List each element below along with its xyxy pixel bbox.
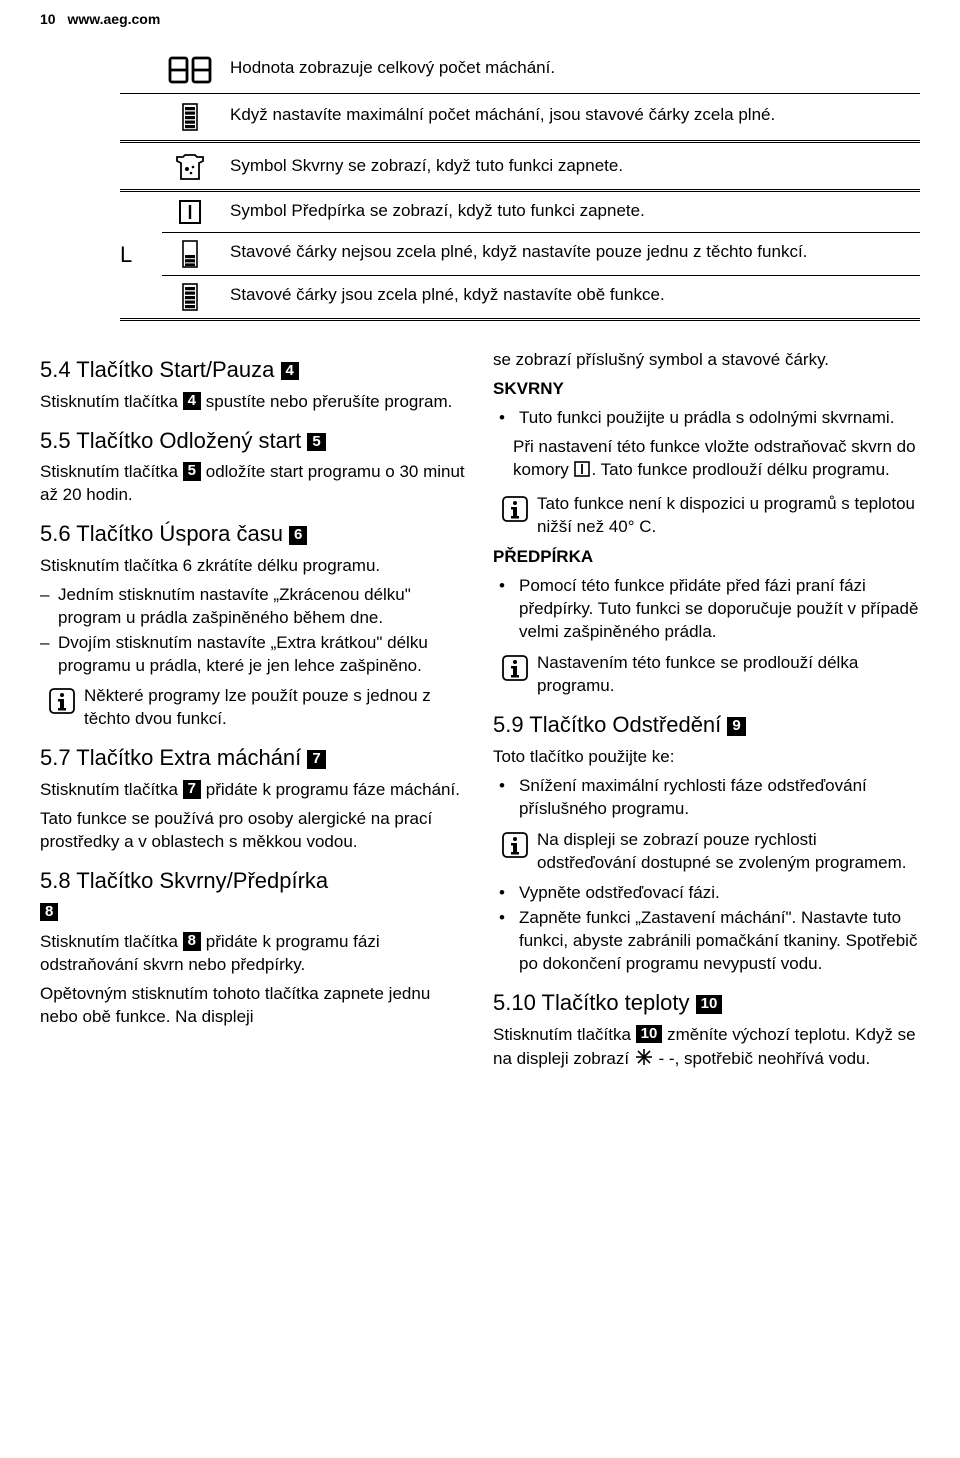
heading-5-5: 5.5 Tlačítko Odložený start 5	[40, 426, 467, 456]
button-number-box: 5	[307, 433, 325, 452]
body-text: Toto tlačítko použijte ke:	[493, 746, 920, 769]
heading-5-9: 5.9 Tlačítko Odstředění 9	[493, 710, 920, 740]
bullet-list: Pomocí této funkce přidáte před fázi pra…	[493, 575, 920, 644]
dash-list: Jedním stisknutím nastavíte „Zkrácenou d…	[40, 584, 467, 678]
list-item: Tuto funkci použijte u prádla s odolnými…	[493, 407, 920, 430]
body-text: Stisknutím tlačítka 6 zkrátíte délku pro…	[40, 555, 467, 578]
info-icon	[493, 652, 537, 698]
button-number-box: 6	[289, 526, 307, 545]
table-row: Když nastavíte maximální počet máchání, …	[120, 93, 920, 140]
info-icon	[493, 829, 537, 875]
bullet-list: Tuto funkci použijte u prádla s odolnými…	[493, 407, 920, 430]
body-text: Stisknutím tlačítka 8 přidáte k programu…	[40, 931, 467, 977]
info-note: Tato funkce není k dispozici u programů …	[493, 493, 920, 539]
subheading-skvrny: SKVRNY	[493, 378, 920, 401]
body-text: Při nastavení této funkce vložte odstraň…	[493, 436, 920, 485]
info-note: Nastavením této funkce se prodlouží délk…	[493, 652, 920, 698]
heading-5-4: 5.4 Tlačítko Start/Pauza 4	[40, 355, 467, 385]
heading-5-6: 5.6 Tlačítko Úspora času 6	[40, 519, 467, 549]
display-digits-icon	[162, 55, 218, 85]
button-number-box: 7	[183, 780, 201, 799]
body-text: Opětovným stisknutím tohoto tlačítka zap…	[40, 983, 467, 1029]
bullet-list: Vypněte odstřeďovací fázi. Zapněte funkc…	[493, 882, 920, 976]
table-text: Stavové čárky jsou zcela plné, když nast…	[218, 282, 920, 312]
table-row: Stavové čárky jsou zcela plné, když nast…	[162, 275, 920, 318]
table-row: Stavové čárky nejsou zcela plné, když na…	[162, 232, 920, 275]
info-text: Na displeji se zobrazí pouze rychlosti o…	[537, 829, 920, 875]
subheading-predpirka: PŘEDPÍRKA	[493, 546, 920, 569]
table-row: Symbol Předpírka se zobrazí, když tuto f…	[162, 192, 920, 232]
table-row: Symbol Skvrny se zobrazí, když tuto funk…	[120, 140, 920, 189]
button-number-box: 9	[727, 717, 745, 736]
button-number-box: 10	[636, 1025, 663, 1044]
table-left-label: L	[120, 240, 162, 270]
heading-5-10: 5.10 Tlačítko teploty 10	[493, 988, 920, 1018]
button-number-box: 8	[40, 903, 58, 922]
button-number-box: 5	[183, 462, 201, 481]
heading-5-7: 5.7 Tlačítko Extra máchání 7	[40, 743, 467, 773]
stains-icon	[162, 153, 218, 181]
page-url: www.aeg.com	[67, 11, 160, 27]
table-text: Když nastavíte maximální počet máchání, …	[218, 102, 920, 127]
body-text: Stisknutím tlačítka 7 přidáte k programu…	[40, 779, 467, 802]
body-columns: 5.4 Tlačítko Start/Pauza 4 Stisknutím tl…	[40, 343, 920, 1080]
prewash-icon	[162, 198, 218, 226]
right-column: se zobrazí příslušný symbol a stavové čá…	[493, 343, 920, 1080]
list-item: Zapněte funkci „Zastavení máchání". Nast…	[493, 907, 920, 976]
list-item: Dvojím stisknutím nastavíte „Extra krátk…	[40, 632, 467, 678]
bars-full-icon	[162, 282, 218, 312]
list-item: Snížení maximální rychlosti fáze odstřeď…	[493, 775, 920, 821]
body-text: Stisknutím tlačítka 4 spustíte nebo přer…	[40, 391, 467, 414]
table-row: L Symbol Předpírka se zobrazí, když tuto…	[120, 189, 920, 321]
table-row: Hodnota zobrazuje celkový počet máchání.	[120, 47, 920, 93]
button-number-box: 4	[183, 392, 201, 411]
bullet-list: Snížení maximální rychlosti fáze odstřeď…	[493, 775, 920, 821]
button-number-box: 8	[183, 932, 201, 951]
page-number: 10	[40, 11, 56, 27]
list-item: Vypněte odstřeďovací fázi.	[493, 882, 920, 905]
button-number-box: 10	[696, 995, 723, 1014]
snowflake-icon	[634, 1047, 654, 1074]
table-text: Symbol Předpírka se zobrazí, když tuto f…	[218, 198, 920, 226]
body-text: Stisknutím tlačítka 5 odložíte start pro…	[40, 461, 467, 507]
page-header: 10 www.aeg.com	[40, 10, 920, 29]
info-note: Na displeji se zobrazí pouze rychlosti o…	[493, 829, 920, 875]
left-column: 5.4 Tlačítko Start/Pauza 4 Stisknutím tl…	[40, 343, 467, 1080]
heading-5-8: 5.8 Tlačítko Skvrny/Předpírka8	[40, 866, 467, 925]
table-text: Symbol Skvrny se zobrazí, když tuto funk…	[218, 153, 920, 178]
bars-half-icon	[162, 239, 218, 269]
prewash-small-icon	[573, 460, 591, 485]
body-text: se zobrazí příslušný symbol a stavové čá…	[493, 349, 920, 372]
info-text: Některé programy lze použít pouze s jedn…	[84, 685, 467, 731]
button-number-box: 4	[281, 362, 299, 381]
body-text: Stisknutím tlačítka 10 změníte výchozí t…	[493, 1024, 920, 1074]
table-text: Hodnota zobrazuje celkový počet máchání.	[218, 55, 920, 80]
list-item: Pomocí této funkce přidáte před fázi pra…	[493, 575, 920, 644]
info-text: Tato funkce není k dispozici u programů …	[537, 493, 920, 539]
body-text: Tato funkce se používá pro osoby alergic…	[40, 808, 467, 854]
info-note: Některé programy lze použít pouze s jedn…	[40, 685, 467, 731]
icon-description-table: Hodnota zobrazuje celkový počet máchání.…	[120, 47, 920, 321]
info-text: Nastavením této funkce se prodlouží délk…	[537, 652, 920, 698]
info-icon	[493, 493, 537, 539]
info-icon	[40, 685, 84, 731]
button-number-box: 7	[307, 750, 325, 769]
list-item: Jedním stisknutím nastavíte „Zkrácenou d…	[40, 584, 467, 630]
table-text: Stavové čárky nejsou zcela plné, když na…	[218, 239, 920, 269]
bars-full-icon	[162, 102, 218, 132]
